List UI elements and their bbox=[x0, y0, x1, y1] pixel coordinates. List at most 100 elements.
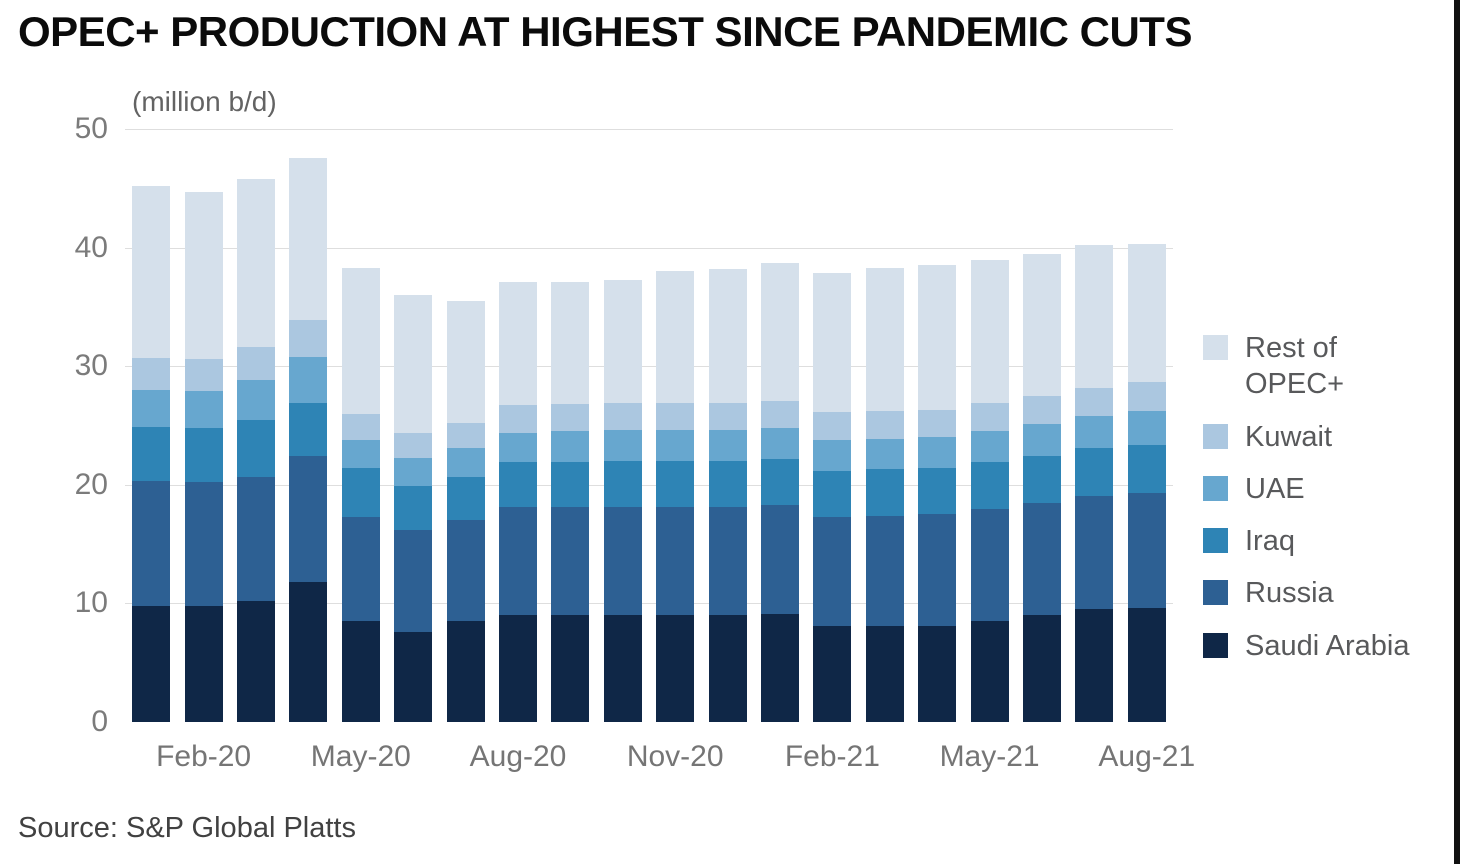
bar-segment-iraq bbox=[1075, 448, 1114, 496]
bar-nov-20 bbox=[656, 271, 695, 722]
bar-segment-iraq bbox=[813, 470, 852, 517]
bar-segment-uae bbox=[1075, 416, 1114, 449]
bar-segment-kuwait bbox=[603, 403, 642, 431]
legend-label-saudi-arabia: Saudi Arabia bbox=[1245, 629, 1410, 662]
bar-segment-iraq bbox=[1023, 456, 1061, 503]
bar-segment-rest-of-opec bbox=[446, 301, 485, 424]
y-tick-label-0: 0 bbox=[91, 705, 108, 738]
bar-segment-kuwait bbox=[1023, 395, 1061, 425]
bar-segment-iraq bbox=[970, 462, 1009, 509]
right-edge-bar bbox=[1454, 0, 1460, 864]
bar-segment-rest-of-opec bbox=[132, 185, 171, 358]
bar-aug-20 bbox=[499, 282, 537, 722]
bar-segment-saudi-arabia bbox=[499, 615, 537, 722]
bar-segment-uae bbox=[289, 356, 328, 403]
bar-dec-20 bbox=[708, 268, 747, 722]
bar-segment-saudi-arabia bbox=[1075, 609, 1114, 722]
bar-segment-saudi-arabia bbox=[184, 605, 223, 722]
bar-segment-rest-of-opec bbox=[761, 263, 799, 401]
bar-segment-rest-of-opec bbox=[551, 282, 590, 405]
legend-label-rest-of-opec: Rest of OPEC+ bbox=[1245, 332, 1345, 401]
bar-segment-uae bbox=[918, 437, 957, 469]
bar-mar-20 bbox=[237, 178, 275, 722]
bar-segment-russia bbox=[499, 507, 537, 616]
x-tick-label-aug-21: Aug-21 bbox=[1098, 740, 1196, 773]
bar-segment-rest-of-opec bbox=[1023, 253, 1061, 396]
bar-segment-russia bbox=[918, 514, 957, 626]
bar-segment-rest-of-opec bbox=[970, 259, 1009, 404]
bar-segment-uae bbox=[551, 431, 590, 463]
y-tick-label-40: 40 bbox=[74, 230, 108, 264]
bar-segment-kuwait bbox=[551, 404, 590, 432]
y-tick-label-30: 30 bbox=[74, 349, 108, 383]
bar-aug-21 bbox=[1127, 244, 1166, 722]
chart-title: OPEC+ PRODUCTION AT HIGHEST SINCE PANDEM… bbox=[18, 8, 1192, 55]
bar-segment-kuwait bbox=[1075, 387, 1114, 417]
y-tick-label-20: 20 bbox=[74, 467, 108, 501]
legend-item-iraq: Iraq bbox=[1203, 523, 1435, 559]
bar-segment-uae bbox=[1023, 424, 1061, 457]
bar-segment-uae bbox=[761, 427, 799, 459]
y-tick-label-50: 50 bbox=[74, 112, 108, 145]
bar-segment-kuwait bbox=[1127, 381, 1166, 412]
bar-segment-iraq bbox=[1127, 444, 1166, 494]
bar-segment-kuwait bbox=[184, 359, 223, 392]
bar-segment-iraq bbox=[499, 462, 537, 508]
bar-segment-russia bbox=[1075, 495, 1114, 610]
bar-segment-uae bbox=[813, 439, 852, 471]
bar-jan-21 bbox=[761, 263, 799, 722]
bar-segment-kuwait bbox=[394, 432, 433, 458]
bar-segment-saudi-arabia bbox=[656, 615, 695, 722]
bar-segment-saudi-arabia bbox=[394, 631, 433, 722]
bar-segment-uae bbox=[132, 389, 171, 427]
bar-segment-russia bbox=[603, 507, 642, 616]
plot-area bbox=[125, 129, 1173, 722]
bar-segment-saudi-arabia bbox=[446, 621, 485, 722]
bar-segment-russia bbox=[184, 482, 223, 606]
bar-segment-russia bbox=[813, 516, 852, 626]
bar-segment-rest-of-opec bbox=[394, 295, 433, 433]
legend-swatch-saudi-arabia bbox=[1203, 632, 1228, 658]
bar-segment-russia bbox=[656, 507, 695, 616]
legend-swatch-russia bbox=[1203, 580, 1228, 606]
bar-segment-saudi-arabia bbox=[341, 621, 380, 722]
bar-segment-iraq bbox=[289, 403, 328, 457]
bar-segment-saudi-arabia bbox=[551, 615, 590, 722]
legend-label-iraq: Iraq bbox=[1245, 525, 1295, 557]
x-tick-label-may-20: May-20 bbox=[310, 740, 411, 773]
bar-segment-kuwait bbox=[813, 412, 852, 440]
x-tick-label-nov-20: Nov-20 bbox=[626, 740, 724, 773]
x-tick-label-may-21: May-21 bbox=[939, 740, 1040, 773]
legend-item-kuwait: Kuwait bbox=[1203, 419, 1435, 455]
gridline-y-20 bbox=[125, 484, 1173, 486]
legend-item-uae: UAE bbox=[1203, 471, 1435, 507]
bar-segment-iraq bbox=[446, 476, 485, 521]
bar-may-21 bbox=[970, 259, 1009, 722]
bar-segment-saudi-arabia bbox=[603, 615, 642, 722]
bar-segment-rest-of-opec bbox=[341, 267, 380, 414]
bar-segment-russia bbox=[761, 504, 799, 615]
bar-segment-kuwait bbox=[446, 423, 485, 449]
bar-segment-iraq bbox=[237, 419, 275, 477]
bar-apr-20 bbox=[289, 157, 328, 722]
bar-segment-saudi-arabia bbox=[132, 605, 171, 722]
bar-jun-21 bbox=[1023, 253, 1061, 722]
y-tick-label-10: 10 bbox=[74, 586, 108, 620]
bar-segment-rest-of-opec bbox=[1075, 245, 1114, 388]
bar-segment-kuwait bbox=[761, 400, 799, 428]
bar-segment-kuwait bbox=[918, 410, 957, 438]
legend-label-kuwait: Kuwait bbox=[1245, 420, 1333, 453]
bar-segment-saudi-arabia bbox=[918, 625, 957, 722]
bar-apr-21 bbox=[918, 265, 957, 722]
bar-jul-20 bbox=[446, 301, 485, 722]
bar-segment-kuwait bbox=[132, 357, 171, 390]
bar-segment-rest-of-opec bbox=[289, 157, 328, 320]
bar-segment-saudi-arabia bbox=[289, 582, 328, 722]
bar-segment-iraq bbox=[603, 461, 642, 508]
bar-may-20 bbox=[341, 267, 380, 722]
bar-segment-kuwait bbox=[237, 347, 275, 381]
bar-segment-uae bbox=[237, 380, 275, 420]
bar-segment-kuwait bbox=[289, 319, 328, 357]
bar-segment-uae bbox=[865, 438, 904, 470]
